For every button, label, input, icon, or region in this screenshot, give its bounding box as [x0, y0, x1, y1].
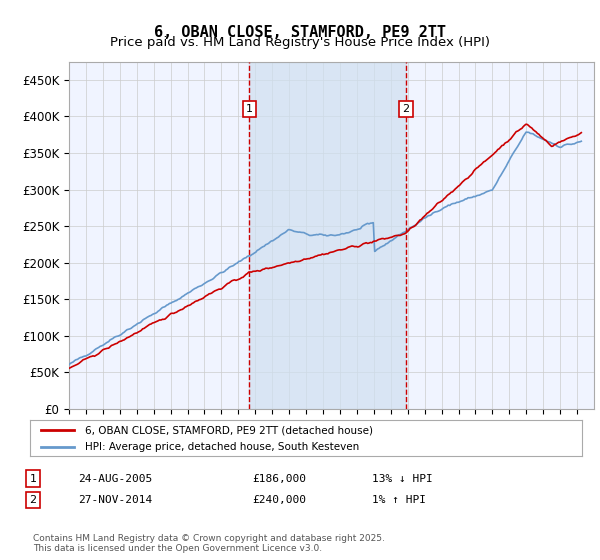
Text: 27-NOV-2014: 27-NOV-2014: [78, 495, 152, 505]
Text: Contains HM Land Registry data © Crown copyright and database right 2025.
This d: Contains HM Land Registry data © Crown c…: [33, 534, 385, 553]
Text: 2: 2: [403, 104, 410, 114]
Text: 6, OBAN CLOSE, STAMFORD, PE9 2TT: 6, OBAN CLOSE, STAMFORD, PE9 2TT: [154, 25, 446, 40]
Text: 6, OBAN CLOSE, STAMFORD, PE9 2TT (detached house): 6, OBAN CLOSE, STAMFORD, PE9 2TT (detach…: [85, 425, 373, 435]
Text: £240,000: £240,000: [252, 495, 306, 505]
Text: 1: 1: [246, 104, 253, 114]
Text: 1% ↑ HPI: 1% ↑ HPI: [372, 495, 426, 505]
Text: 2: 2: [29, 495, 37, 505]
Text: £186,000: £186,000: [252, 474, 306, 484]
Text: 13% ↓ HPI: 13% ↓ HPI: [372, 474, 433, 484]
Text: HPI: Average price, detached house, South Kesteven: HPI: Average price, detached house, Sout…: [85, 442, 359, 452]
Text: Price paid vs. HM Land Registry's House Price Index (HPI): Price paid vs. HM Land Registry's House …: [110, 36, 490, 49]
Text: 1: 1: [29, 474, 37, 484]
Bar: [250, 62, 406, 409]
Text: 24-AUG-2005: 24-AUG-2005: [78, 474, 152, 484]
